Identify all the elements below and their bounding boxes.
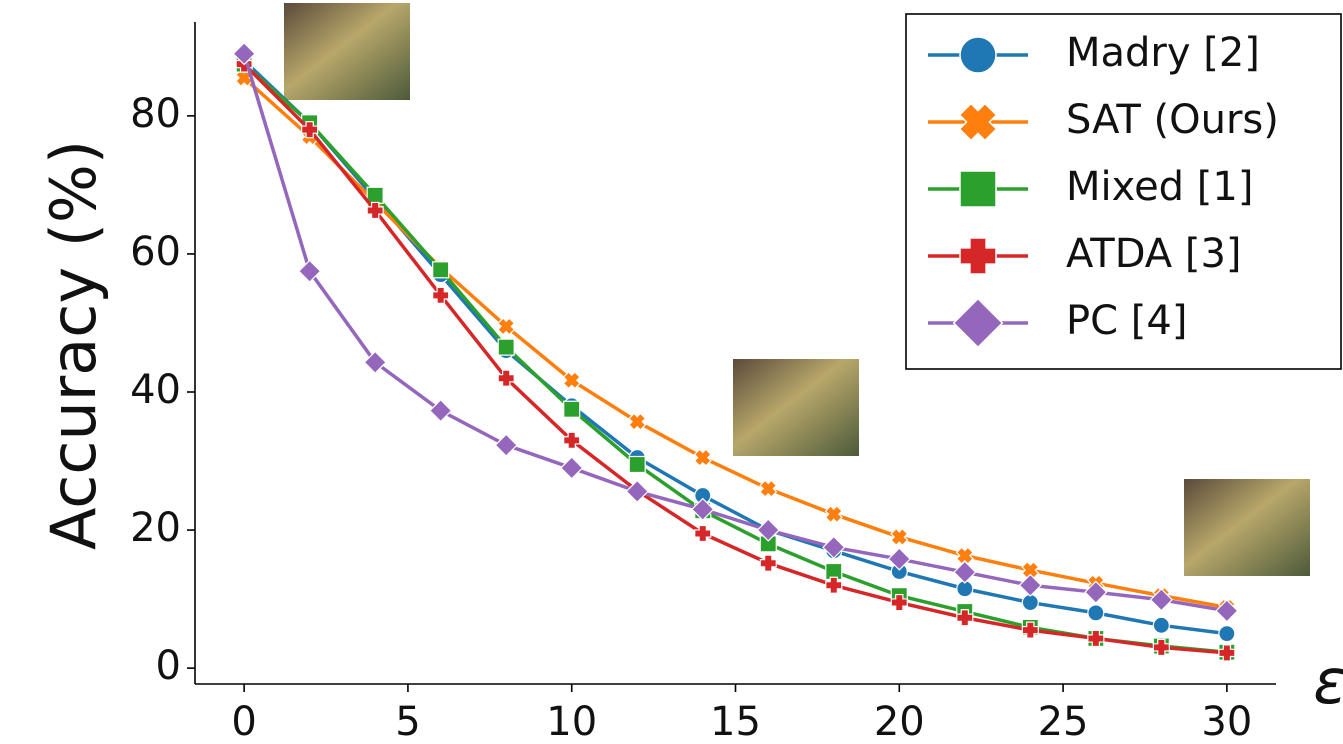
- x-tick-label: 0: [231, 699, 256, 744]
- marker: [691, 497, 715, 522]
- marker: [959, 237, 997, 275]
- marker: [822, 535, 846, 559]
- marker: [958, 102, 998, 142]
- y-tick-label: 20: [130, 505, 181, 551]
- x-tick-label: 15: [710, 699, 761, 744]
- marker: [432, 261, 450, 279]
- sample-image: [733, 359, 859, 456]
- marker: [497, 317, 516, 336]
- y-tick-label: 60: [130, 229, 181, 275]
- marker: [959, 170, 997, 208]
- marker: [693, 448, 712, 467]
- marker: [1218, 644, 1236, 662]
- y-tick-label: 0: [156, 643, 181, 689]
- marker: [1021, 621, 1039, 639]
- marker: [1084, 580, 1108, 604]
- marker: [366, 201, 384, 220]
- marker: [301, 121, 319, 139]
- marker: [887, 547, 911, 571]
- marker: [1021, 593, 1039, 612]
- sample-image: [1184, 479, 1310, 576]
- y-tick-label: 80: [130, 91, 181, 137]
- marker: [628, 455, 646, 474]
- series-line: [242, 62, 1228, 655]
- marker: [1149, 588, 1173, 612]
- legend-label: ATDA [3]: [1066, 231, 1242, 277]
- series-line: [242, 53, 1228, 613]
- y-axis-label: Accuracy (%): [37, 140, 110, 550]
- x-tick-label: 25: [1038, 699, 1089, 744]
- marker: [560, 456, 584, 480]
- y-tick-label: 40: [130, 367, 181, 413]
- marker: [563, 431, 581, 449]
- marker: [1218, 625, 1236, 643]
- legend-label: SAT (Ours): [1066, 97, 1279, 143]
- marker: [1215, 599, 1239, 623]
- legend-label: Madry [2]: [1066, 30, 1260, 76]
- marker: [825, 576, 843, 594]
- sample-image: [284, 3, 410, 100]
- marker: [1087, 604, 1105, 622]
- marker: [694, 524, 712, 543]
- legend-label: Mixed [1]: [1066, 164, 1253, 210]
- marker: [1087, 629, 1105, 648]
- marker: [1152, 616, 1170, 634]
- legend-label: PC [4]: [1066, 298, 1187, 344]
- x-tick-label: 10: [546, 699, 597, 744]
- x-tick-label: 5: [395, 699, 420, 744]
- marker: [956, 609, 974, 627]
- marker: [628, 412, 647, 431]
- marker: [890, 527, 909, 547]
- marker: [890, 593, 908, 612]
- marker: [563, 400, 581, 418]
- marker: [363, 350, 387, 374]
- marker: [824, 505, 843, 524]
- x-axis-label: ε: [1313, 645, 1343, 718]
- marker: [562, 371, 581, 390]
- x-tick-label: 30: [1201, 699, 1252, 744]
- marker: [429, 398, 453, 423]
- marker: [432, 286, 450, 304]
- marker: [953, 560, 977, 584]
- marker: [298, 259, 322, 283]
- marker: [756, 518, 780, 542]
- marker: [759, 554, 777, 572]
- marker: [1152, 638, 1170, 657]
- marker: [494, 433, 518, 457]
- marker: [497, 369, 515, 387]
- x-tick-label: 20: [874, 699, 925, 744]
- marker: [959, 36, 997, 74]
- marker: [497, 338, 515, 356]
- marker: [232, 42, 256, 66]
- marker: [1018, 573, 1042, 597]
- marker: [759, 479, 778, 498]
- marker: [625, 479, 649, 504]
- marker: [952, 297, 1004, 349]
